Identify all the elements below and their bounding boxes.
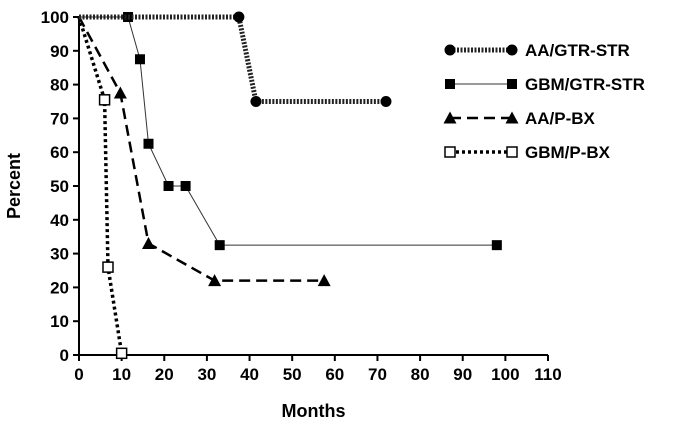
series-line-gbm-gtr-str (79, 16, 497, 246)
legend-label-gbm-p-bx: GBM/P-BX (525, 143, 611, 162)
y-tick-label: 0 (60, 346, 69, 365)
legend-label-aa-gtr-str: AA/GTR-STR (525, 41, 630, 60)
legend-item-gbm-gtr-str: GBM/GTR-STR (445, 75, 645, 94)
x-axis-title: Months (282, 401, 346, 421)
data-point-gbm-gtr-str (134, 54, 145, 65)
series-line-aa-gtr-str (79, 14, 386, 104)
y-tick-label: 50 (50, 177, 69, 196)
series-gbm-p-bx (77, 16, 128, 360)
x-tick-label: 40 (240, 365, 259, 384)
series-line-gbm-p-bx (77, 16, 124, 354)
x-tick-label: 10 (112, 365, 131, 384)
x-tick-label: 20 (155, 365, 174, 384)
legend-item-aa-gtr-str: AA/GTR-STR (444, 41, 630, 60)
legend-marker-gbm-gtr-str (507, 79, 517, 89)
data-point-gbm-gtr-str (491, 240, 502, 251)
x-tick-label: 50 (283, 365, 302, 384)
data-point-gbm-gtr-str (180, 181, 191, 191)
x-tick-label: 60 (325, 365, 344, 384)
data-point-gbm-p-bx (98, 94, 111, 106)
x-tick-label: 70 (368, 365, 387, 384)
y-tick-label: 60 (50, 143, 69, 162)
series-aa-gtr-str (79, 11, 392, 107)
legend: AA/GTR-STR GBM/GTR-STR AA/P-BX GBM/P-BX (443, 41, 645, 162)
series-line-aa-p-bx (77, 16, 325, 282)
legend-marker-aa-gtr-str (506, 44, 518, 56)
data-point-gbm-gtr-str (163, 181, 174, 191)
data-point-aa-p-bx (141, 236, 155, 249)
data-point-aa-gtr-str (380, 96, 392, 107)
data-point-aa-p-bx (317, 274, 331, 287)
legend-item-gbm-p-bx: GBM/P-BX (444, 143, 611, 162)
y-tick-label: 40 (50, 211, 69, 230)
y-tick-label: 80 (50, 76, 69, 95)
y-tick-label: 20 (50, 278, 69, 297)
x-tick-label: 80 (411, 365, 430, 384)
legend-label-aa-p-bx: AA/P-BX (525, 109, 596, 128)
legend-marker-gbm-p-bx (506, 146, 518, 158)
y-tick-label: 30 (50, 245, 69, 264)
data-point-aa-gtr-str (250, 96, 262, 107)
series-aa-p-bx (77, 16, 331, 287)
y-tick-label: 10 (50, 312, 69, 331)
data-point-gbm-gtr-str (143, 138, 154, 149)
legend-label-gbm-gtr-str: GBM/GTR-STR (525, 75, 645, 94)
y-tick-label: 100 (41, 8, 69, 27)
x-tick-label: 30 (197, 365, 216, 384)
legend-marker-gbm-p-bx (444, 146, 456, 158)
y-tick-label: 90 (50, 42, 69, 61)
plot-area (77, 11, 502, 360)
x-tick-label: 0 (74, 365, 83, 384)
x-tick-label: 90 (453, 365, 472, 384)
data-point-gbm-p-bx (115, 347, 128, 360)
axes: 0 10 20 30 40 50 60 70 80 90 100 0 10 20 30 40 50 60 70 80 9… (4, 8, 562, 421)
legend-marker-aa-gtr-str (444, 44, 456, 56)
y-axis-title: Percent (4, 153, 24, 219)
data-point-aa-p-bx (208, 274, 222, 287)
legend-marker-aa-p-bx (443, 111, 457, 124)
x-tick-label: 110 (534, 365, 561, 384)
data-point-gbm-gtr-str (214, 240, 225, 251)
y-tick-label: 70 (50, 109, 69, 128)
legend-item-aa-p-bx: AA/P-BX (443, 109, 596, 128)
data-point-aa-p-bx (113, 86, 127, 99)
x-tick-label: 100 (491, 365, 519, 384)
data-point-gbm-p-bx (102, 261, 114, 273)
data-point-aa-gtr-str (233, 11, 245, 23)
legend-marker-aa-p-bx (505, 111, 519, 124)
legend-marker-gbm-gtr-str (445, 79, 455, 89)
